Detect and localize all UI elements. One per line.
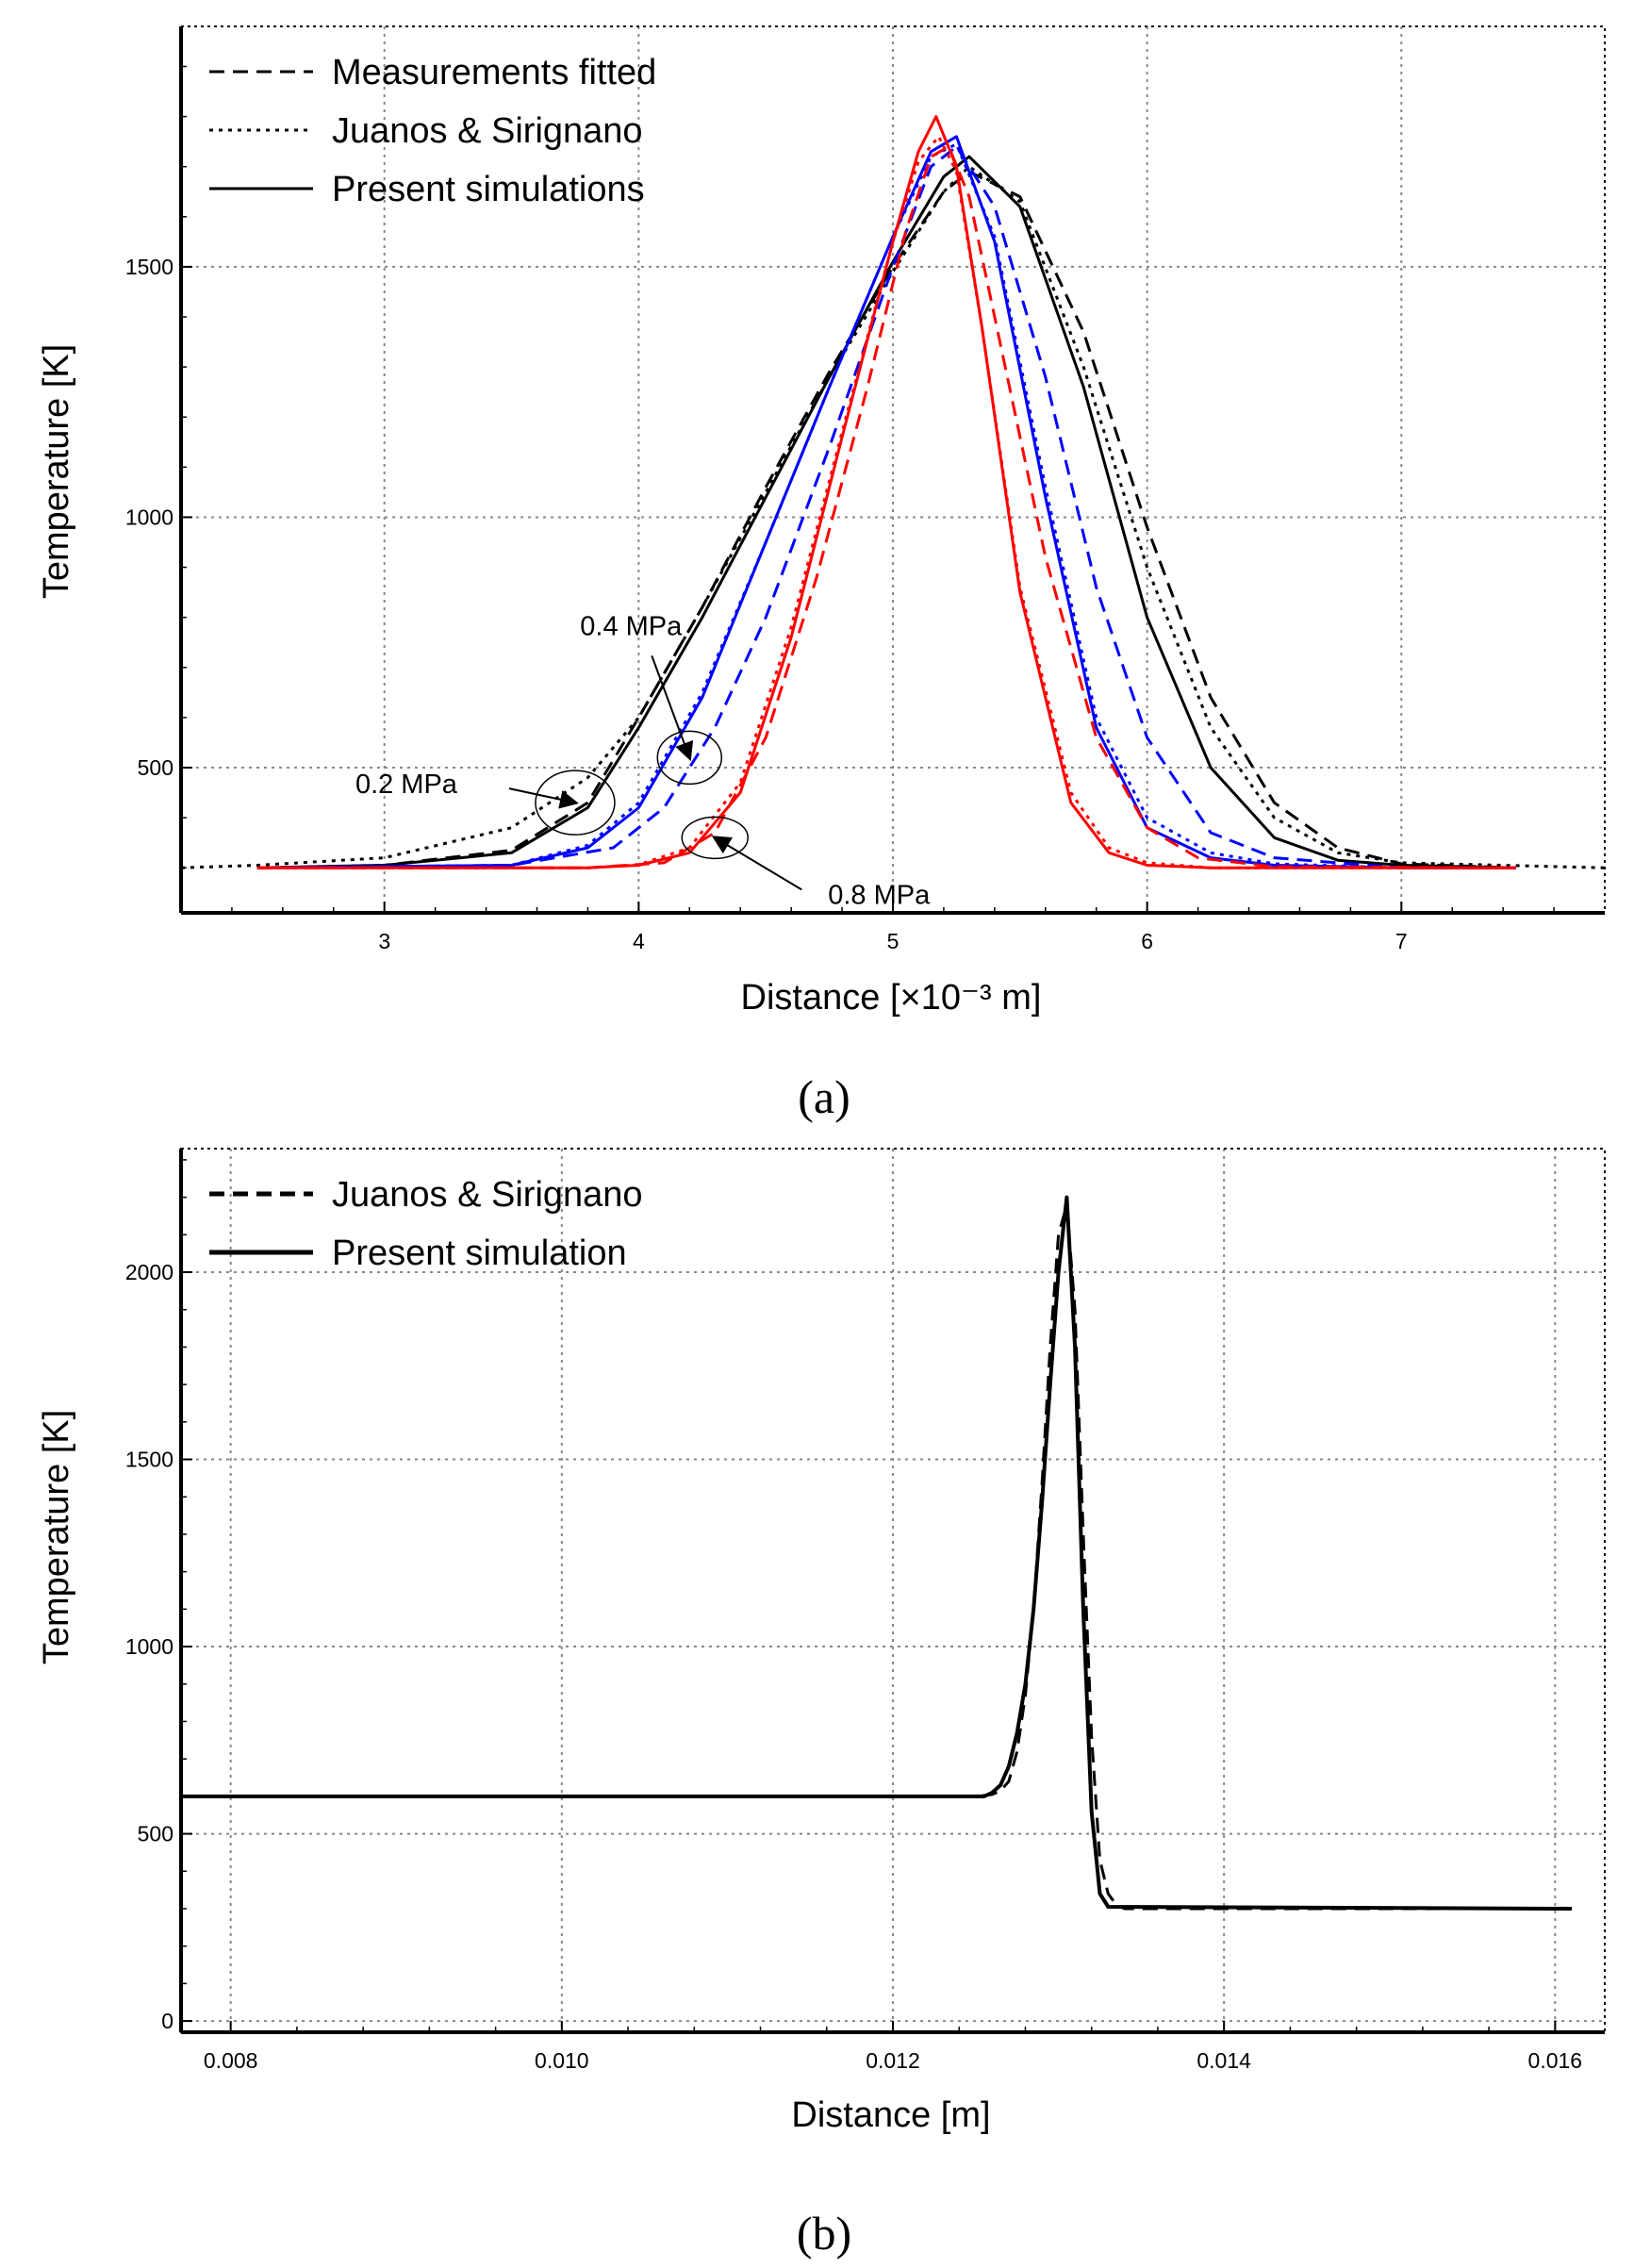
x-tick-label: 0.010 (535, 2048, 589, 2073)
x-tick-label: 3 (378, 929, 390, 953)
annotation-ellipse (656, 730, 723, 786)
panel-b: 0.008 0.010 0.012 0.014 0.016 0 500 1000 1500 200… (37, 1148, 1606, 2260)
panel-a-ticks: 3 4 5 6 7 500 1000 1500 (125, 65, 1555, 953)
y-tick-label: 1500 (125, 1448, 173, 1472)
panel-a-grid (181, 26, 1605, 913)
panel-a-series (180, 115, 1606, 869)
annotation-arrow (651, 655, 694, 762)
x-tick-label: 0.014 (1197, 2048, 1251, 2073)
panel-a-legend: Measurements fitted Juanos & Sirignano Pre… (209, 53, 656, 209)
annotation-label: 0.4 MPa (580, 611, 683, 641)
panel-b-caption: (b) (797, 2207, 851, 2260)
series-line-02MPa-dashed (256, 170, 1516, 869)
series-line-04MPa-dashed (256, 145, 1516, 869)
legend-label: Present simulations (332, 170, 645, 209)
y-tick-label: 1000 (125, 1634, 173, 1659)
annotation-ellipse (681, 816, 749, 860)
panel-b-series (181, 1195, 1572, 1911)
series-line--dashed (181, 1203, 1572, 1911)
panel-b-x-axis-label: Distance [m] (791, 2095, 990, 2135)
series-line-08MPa-dashed (256, 145, 1516, 869)
legend-label: Present simulation (332, 1233, 627, 1273)
series-line-02MPa-solid (256, 155, 1516, 869)
y-tick-label: 2000 (125, 1260, 173, 1284)
panel-a: 0.4 MPa 0.2 MPa 0.8 MPa 3 4 5 6 7 500 1000 1500 M… (37, 25, 1606, 1123)
y-tick-label: 1500 (125, 255, 173, 279)
panel-a-caption: (a) (798, 1070, 850, 1123)
legend-label: Juanos & Sirignano (332, 111, 643, 151)
series-line--solid (181, 1195, 1572, 1911)
series-line-02MPa-dotted (180, 165, 1606, 869)
x-tick-label: 7 (1395, 929, 1408, 953)
panel-a-y-axis-label: Temperature [K] (37, 344, 76, 599)
annotation-arrow (508, 787, 579, 809)
panel-b-legend: Juanos & Sirignano Present simulation (209, 1175, 643, 1273)
series-line-08MPa-solid (256, 115, 1516, 869)
annotation-ellipse (535, 770, 616, 836)
legend-label: Juanos & Sirignano (332, 1175, 643, 1215)
panel-a-annotations: 0.4 MPa 0.2 MPa 0.8 MPa (355, 611, 931, 910)
series-line-04MPa-solid (256, 135, 1516, 869)
series-line-08MPa-dotted (256, 135, 1516, 869)
x-tick-label: 5 (887, 929, 900, 953)
x-tick-label: 4 (633, 929, 645, 953)
y-tick-label: 500 (138, 1822, 173, 1846)
y-tick-label: 500 (138, 755, 173, 780)
panel-b-ticks: 0.008 0.010 0.012 0.014 0.016 0 500 1000 1500 200… (125, 1159, 1583, 2073)
annotation-arrow (711, 836, 802, 891)
y-tick-label: 1000 (125, 505, 173, 529)
x-tick-label: 0.016 (1528, 2048, 1583, 2073)
panel-a-x-axis-label: Distance [×10⁻³ m] (741, 978, 1042, 1018)
x-tick-label: 6 (1141, 929, 1153, 953)
panel-b-frame (180, 1148, 1606, 2033)
legend-label: Measurements fitted (332, 53, 656, 92)
x-tick-label: 0.012 (866, 2048, 920, 2073)
panel-b-grid (181, 1149, 1605, 2032)
panel-b-y-axis-label: Temperature [K] (37, 1410, 76, 1664)
x-tick-label: 0.008 (204, 2048, 258, 2073)
annotation-label: 0.8 MPa (828, 880, 931, 910)
y-tick-label: 0 (161, 2009, 173, 2033)
annotation-label: 0.2 MPa (355, 770, 458, 800)
